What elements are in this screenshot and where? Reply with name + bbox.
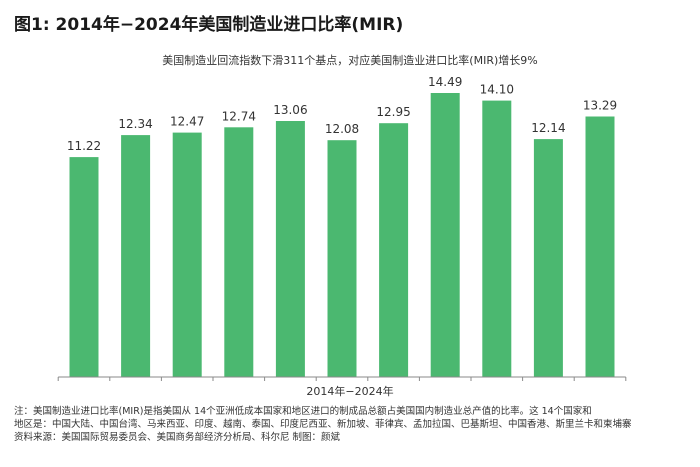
data-label-2021: 14.49 [428, 75, 462, 89]
bar-2017 [224, 127, 254, 377]
data-label-2016: 12.47 [170, 115, 204, 129]
bar-2015 [121, 135, 151, 377]
data-label-2019: 12.08 [325, 122, 359, 136]
bar-2018 [275, 121, 305, 377]
source-line: 资料来源：美国国际贸易委员会、美国商务部经济分析局、科尔尼 制图：颜斌 [14, 432, 341, 443]
data-label-2023: 12.14 [531, 121, 565, 135]
bar-2021 [430, 93, 460, 377]
bar-2016 [172, 132, 202, 377]
data-label-2014: 11.22 [67, 139, 101, 153]
data-label-2024: 13.29 [583, 99, 617, 113]
footnote-line-1: 注：美国制造业进口比率(MIR)是指美国从 14个亚洲低成本国家和地区进口的制成… [14, 406, 592, 417]
footnote-line-2: 地区是：中国大陆、中国台湾、马来西亚、印度、越南、泰国、印度尼西亚、新加坡、菲律… [14, 419, 632, 430]
x-axis-label: 2014年−2024年 [306, 385, 394, 398]
data-label-2017: 12.74 [222, 109, 256, 123]
data-label-2022: 14.10 [480, 83, 514, 97]
data-label-2020: 12.95 [376, 105, 410, 119]
footnotes: 注：美国制造业进口比率(MIR)是指美国从 14个亚洲低成本国家和地区进口的制成… [14, 405, 689, 444]
bar-2019 [327, 140, 357, 377]
data-label-2015: 12.34 [118, 117, 152, 131]
bar-2020 [379, 123, 409, 377]
bar-2023 [533, 139, 563, 377]
bar-2022 [482, 100, 512, 377]
data-label-2018: 13.06 [273, 103, 307, 117]
bar-2024 [585, 116, 615, 377]
bar-2014 [69, 157, 99, 377]
chart-subtitle: 美国制造业回流指数下滑311个基点，对应美国制造业进口比率(MIR)增长9% [162, 54, 538, 67]
chart-title: 图1: 2014年−2024年美国制造业进口比率(MIR) [14, 15, 404, 35]
